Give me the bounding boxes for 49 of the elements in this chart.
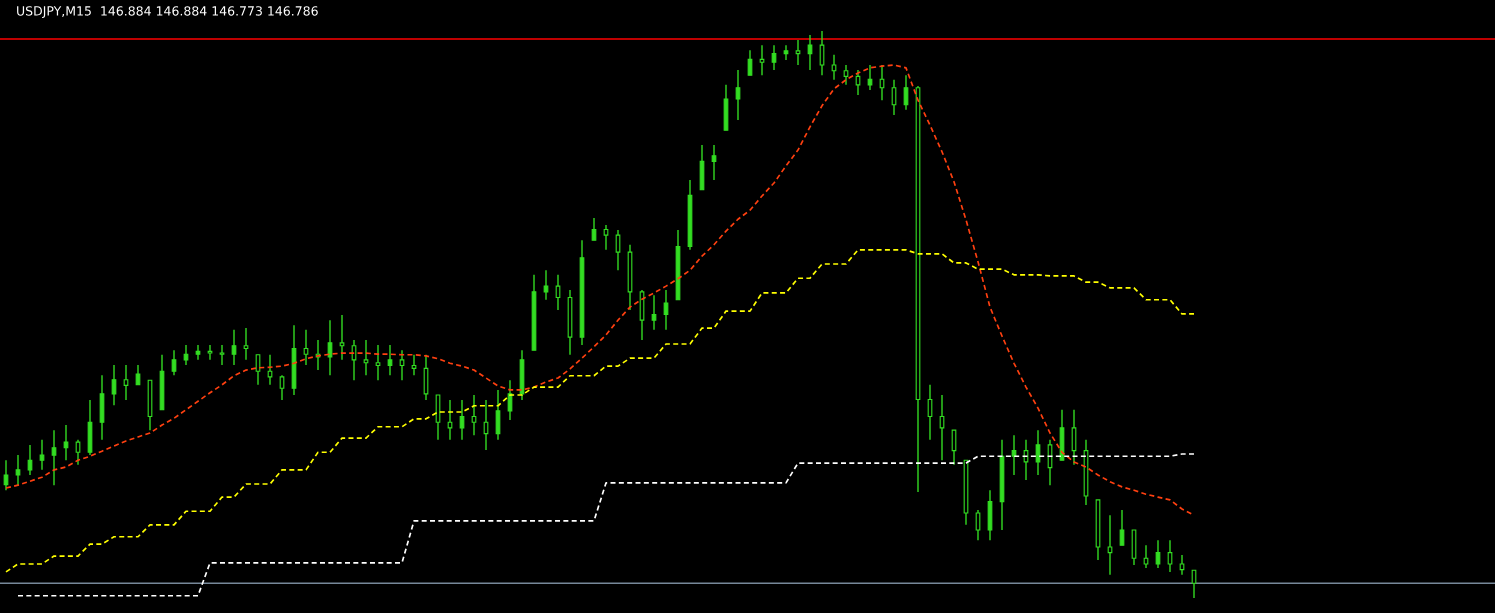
candlestick — [711, 144, 717, 181]
candlestick — [339, 314, 345, 361]
candlestick — [303, 329, 309, 366]
candlestick — [231, 329, 237, 366]
candlestick — [759, 44, 765, 76]
candlestick — [603, 224, 609, 251]
candlestick — [63, 424, 69, 461]
candlestick — [111, 364, 117, 406]
candlestick — [795, 39, 801, 66]
candlestick — [1179, 554, 1185, 576]
candlestick — [411, 354, 417, 376]
candlestick — [447, 399, 453, 441]
candlestick — [363, 339, 369, 376]
candlestick — [867, 64, 873, 91]
chart-title: USDJPY,M15 146.884 146.884 146.773 146.786 — [17, 6, 318, 18]
candlestick — [831, 54, 837, 81]
candlestick — [735, 69, 741, 121]
candlestick — [939, 394, 945, 461]
candlestick — [183, 344, 189, 366]
candlestick — [387, 344, 393, 376]
candlestick — [1107, 514, 1113, 576]
candlestick — [975, 509, 981, 541]
candlestick — [207, 344, 213, 361]
candlestick — [267, 354, 273, 386]
candlestick — [15, 454, 21, 486]
candlestick — [1155, 539, 1161, 569]
candlestick — [771, 44, 777, 71]
candlestick — [651, 294, 657, 331]
candlestick — [27, 444, 33, 476]
candlestick — [51, 429, 57, 486]
candlestick — [615, 229, 621, 271]
candlestick — [219, 344, 225, 366]
candlestick — [75, 439, 81, 466]
candlestick — [843, 64, 849, 86]
candlestick — [459, 399, 465, 441]
candlestick — [243, 327, 249, 361]
candlestick — [375, 344, 381, 381]
candlestick — [195, 344, 201, 361]
candlestick — [123, 364, 129, 401]
candlestick — [171, 349, 177, 376]
candlestick — [783, 44, 789, 61]
candlestick — [399, 349, 405, 381]
candlestick — [855, 69, 861, 96]
candlestick — [1167, 539, 1173, 573]
candlestick — [471, 394, 477, 436]
candlestick — [279, 374, 285, 401]
candlestick — [1143, 544, 1149, 569]
candlestick — [3, 459, 9, 491]
candlestick — [39, 439, 45, 471]
